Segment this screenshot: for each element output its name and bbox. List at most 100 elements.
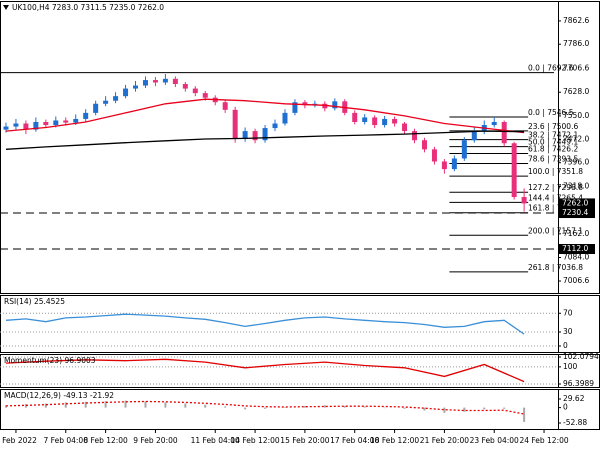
fib-label: 100.0 | 7351.8: [528, 167, 583, 176]
price-tag: [559, 244, 595, 255]
macd-bar: [323, 405, 326, 408]
x-tick-label: 9 Feb 20:00: [133, 436, 178, 445]
y-tick-label: 7084.0: [563, 253, 589, 262]
candle-body: [192, 88, 198, 94]
candle-body: [451, 158, 457, 170]
candle-body: [372, 117, 378, 126]
y-tick-label: 7472.0: [563, 135, 589, 144]
fib-label: 78.6 | 7393.5: [528, 154, 578, 163]
fib-label: 23.6 | 7500.6: [528, 122, 578, 131]
candle-body: [511, 143, 517, 198]
candle-body: [332, 101, 338, 109]
candle-body: [402, 123, 408, 132]
candle-body: [113, 96, 119, 101]
fib-label: 144.4 | 7265.4: [528, 193, 583, 202]
macd-bar: [443, 407, 446, 413]
panel-frame: [0, 389, 600, 430]
indicator-line: [5, 400, 525, 415]
price-tag: [559, 198, 595, 209]
candle-body: [262, 128, 268, 141]
candle-body: [63, 120, 69, 123]
candle-body: [53, 120, 59, 126]
candle-body: [73, 118, 79, 123]
candle-body: [461, 140, 467, 159]
candle-body: [83, 112, 89, 119]
fib-label: 61.8 | 7426.2: [528, 145, 578, 154]
candle-body: [93, 103, 99, 113]
fib-label: 200.0 | 7157.1: [528, 226, 583, 235]
indicator-title: MACD(12,26,9) -49.13 -21.92: [4, 391, 114, 400]
indicator-line: [5, 358, 525, 383]
candle-body: [471, 131, 477, 141]
y-tick-label: 29.62: [563, 394, 585, 403]
macd-bar: [144, 401, 147, 408]
panel-frame: [0, 295, 600, 353]
fib-label: 50.0 | 7449.1: [528, 138, 578, 147]
y-tick-label: 0: [563, 403, 568, 412]
macd-bar: [423, 407, 426, 411]
candle-body: [142, 80, 148, 86]
candle-body: [33, 121, 39, 130]
macd-bar: [124, 400, 127, 408]
price-tag: [559, 208, 595, 219]
price-tag-label: 7112.0: [562, 244, 588, 253]
panel-frame: [0, 1, 600, 294]
y-tick-label: 7396.0: [563, 158, 589, 167]
x-tick-label: 8 Feb 12:00: [83, 436, 128, 445]
y-tick-label: 7628.0: [563, 87, 589, 96]
macd-bar: [363, 406, 366, 408]
candle-body: [222, 102, 228, 110]
macd-bar: [184, 403, 187, 408]
menu-arrow: [3, 5, 9, 10]
candle-body: [252, 131, 258, 141]
macd-bar: [483, 407, 486, 410]
macd-bar: [84, 401, 87, 408]
candle-body: [491, 121, 497, 126]
macd-bar: [4, 405, 7, 408]
x-tick-label: 11 Feb 04:00: [191, 436, 240, 445]
y-tick-label: 30: [563, 327, 573, 336]
candle-body: [13, 123, 19, 127]
candle-body: [441, 161, 447, 170]
candle-body: [292, 102, 298, 113]
candle-body: [162, 78, 168, 83]
macd-bar: [204, 404, 207, 408]
x-tick-label: 18 Feb 12:00: [370, 436, 419, 445]
x-tick-label: 17 Feb 04:00: [330, 436, 379, 445]
candle-body: [282, 112, 288, 124]
fib-label: 127.2 | 7298.8: [528, 183, 583, 192]
candle-body: [352, 112, 358, 122]
y-tick-label: 102.0794: [563, 352, 599, 361]
y-tick-label: 7006.6: [563, 276, 589, 285]
indicator-title: RSI(14) 25.4525: [4, 297, 65, 306]
macd-bar: [104, 401, 107, 408]
y-tick-label: 70: [563, 308, 573, 317]
candle-body: [202, 93, 208, 98]
candle-body: [103, 100, 109, 104]
panel-frame: [0, 354, 600, 388]
price-tag-label: 7262.0: [562, 198, 588, 207]
macd-bar: [523, 407, 526, 422]
macd-bar: [403, 407, 406, 409]
macd-bar: [164, 402, 167, 408]
candle-body: [133, 85, 139, 89]
y-tick-label: 100: [563, 362, 578, 371]
fib-label: 0.0 | 7546.5: [528, 108, 574, 117]
candle-body: [521, 197, 527, 204]
x-tick-label: 24 Feb 12:00: [519, 436, 568, 445]
y-tick-label: 96.3989: [563, 379, 594, 388]
macd-bar: [264, 407, 267, 409]
candle-body: [501, 121, 507, 144]
y-tick-label: 7162.0: [563, 229, 589, 238]
candle-body: [431, 149, 437, 162]
x-tick-label: 7 Feb 04:00: [44, 436, 89, 445]
x-tick-label: 3 Feb 2022: [0, 436, 37, 445]
candle-body: [302, 102, 308, 106]
candle-body: [392, 118, 398, 124]
macd-bar: [244, 407, 247, 410]
fib-label: 261.8 | 7036.8: [528, 263, 583, 272]
y-tick-label: 7786.0: [563, 39, 589, 48]
candle-body: [382, 118, 388, 126]
y-tick-label: -52.88: [563, 418, 587, 427]
